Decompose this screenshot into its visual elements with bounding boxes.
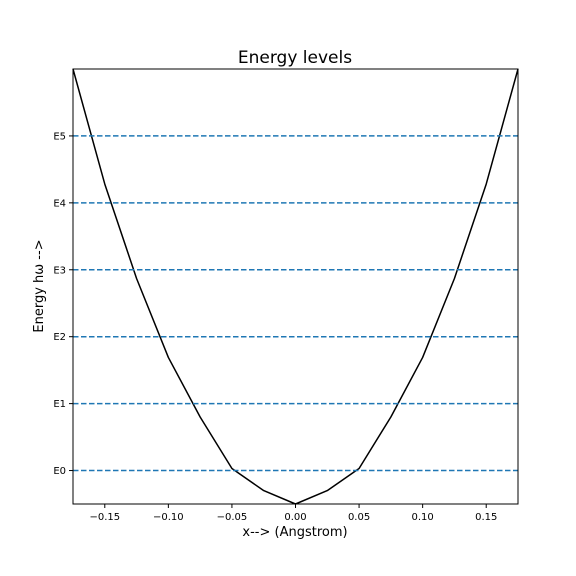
y-tick-label: E0 [53,466,66,477]
chart-title: Energy levels [238,48,352,68]
y-tick-label: E3 [53,265,66,276]
x-tick-label: 0.15 [475,512,497,523]
x-tick-label: 0.10 [412,512,434,523]
x-tick-label: 0.05 [348,512,370,523]
x-tick-label: −0.10 [153,512,184,523]
plot-area: −0.15 −0.10 −0.05 0.00 0.05 0.10 0.15 E0 E1 E2 E3 E… [53,68,519,523]
y-tick-label: E5 [53,131,66,142]
x-tick-label: −0.05 [217,512,248,523]
x-axis-label: x--> (Angstrom) [242,525,347,540]
y-tick-label: E4 [53,198,66,209]
y-tick-label: E1 [53,399,66,410]
x-tick-label: 0.00 [284,512,306,523]
x-tick-label: −0.15 [89,512,120,523]
y-axis-label: Energy hω --> [32,239,47,332]
y-tick-label: E2 [53,332,66,343]
